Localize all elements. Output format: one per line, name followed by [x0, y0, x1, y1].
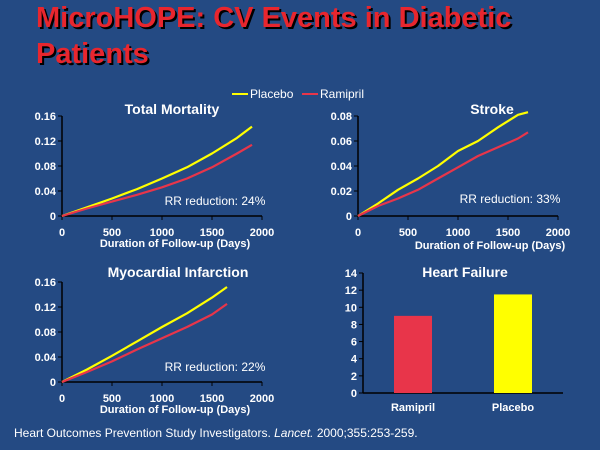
- panel-stroke-title: Stroke: [470, 101, 514, 117]
- panel-heart-failure-y-tick-label: 8: [351, 319, 357, 331]
- panel-myocardial-infarction-rr-annotation: RR reduction: 22%: [165, 360, 266, 374]
- citation: Heart Outcomes Prevention Study Investig…: [14, 425, 594, 441]
- panel-stroke-x-tick-label: 2000: [546, 227, 570, 239]
- citation-authors: Heart Outcomes Prevention Study Investig…: [14, 426, 275, 440]
- panel-total-mortality-series-ramipril: [61, 143, 253, 218]
- panel-stroke-y-tick-label: 0.06: [331, 136, 352, 148]
- panel-myocardial-infarction-x-label: Duration of Follow-up (Days): [100, 404, 251, 416]
- panel-myocardial-infarction-x-tick-label: 1000: [150, 393, 174, 405]
- panel-heart-failure-bar-placebo: [494, 294, 532, 393]
- legend-label-ramipril: Ramipril: [320, 87, 365, 101]
- panel-stroke-series-placebo: [357, 111, 529, 217]
- panel-stroke-rr-annotation: RR reduction: 33%: [460, 192, 561, 206]
- panel-total-mortality-y-tick-label: 0.16: [35, 111, 56, 123]
- panel-myocardial-infarction-x-tick-label: 1500: [200, 393, 224, 405]
- panel-total-mortality-y-tick-label: 0.04: [35, 186, 57, 198]
- panel-stroke-y-tick-label: 0.08: [331, 111, 352, 123]
- panel-myocardial-infarction-title: Myocardial Infarction: [108, 264, 249, 280]
- panel-total-mortality-y-tick-label: 0.08: [35, 161, 56, 173]
- panel-myocardial-infarction-y-tick-label: 0: [50, 377, 56, 389]
- panel-heart-failure-y-tick-label: 0: [351, 388, 357, 400]
- panel-myocardial-infarction-series-ramipril: [61, 303, 228, 384]
- panel-myocardial-infarction-x-tick-label: 500: [103, 393, 121, 405]
- panel-heart-failure-category-label: Ramipril: [391, 402, 435, 414]
- panel-myocardial-infarction-y-tick-label: 0.16: [35, 277, 56, 289]
- panel-heart-failure-y-tick-label: 4: [351, 354, 358, 366]
- panel-stroke-series-ramipril: [357, 131, 529, 217]
- panel-total-mortality-x-tick-label: 500: [103, 227, 121, 239]
- panel-myocardial-infarction-y-tick-label: 0.12: [35, 302, 56, 314]
- panel-heart-failure-y-tick-label: 12: [345, 285, 357, 297]
- panel-stroke-x-tick-label: 1000: [446, 227, 470, 239]
- panel-heart-failure-y-tick-label: 10: [345, 302, 357, 314]
- legend-swatch-placebo: [232, 93, 248, 95]
- panel-total-mortality-series-placebo: [61, 125, 253, 218]
- panel-heart-failure-y-tick-label: 2: [351, 371, 357, 383]
- citation-details: 2000;355:253-259.: [313, 426, 418, 440]
- panel-myocardial-infarction-y-tick-label: 0.08: [35, 327, 56, 339]
- panel-heart-failure-bar-ramipril: [394, 315, 432, 393]
- panel-stroke-x-tick-label: 0: [355, 227, 361, 239]
- panel-total-mortality-x-tick-label: 0: [59, 227, 65, 239]
- panel-stroke-x-tick-label: 1500: [496, 227, 520, 239]
- panel-myocardial-infarction-x-tick-label: 0: [59, 393, 65, 405]
- panel-heart-failure-title: Heart Failure: [422, 264, 508, 280]
- panel-total-mortality-x-tick-label: 1500: [200, 227, 224, 239]
- citation-journal: Lancet.: [274, 426, 314, 440]
- slide-title: MicroHOPE: CV Events in Diabetic Patient…: [36, 2, 512, 70]
- panel-stroke-y-tick-label: 0.02: [331, 186, 352, 198]
- panel-stroke-y-tick-label: 0: [346, 211, 352, 223]
- panel-total-mortality-x-tick-label: 2000: [250, 227, 274, 239]
- panel-myocardial-infarction-x-tick-label: 2000: [250, 393, 274, 405]
- panel-heart-failure-y-tick-label: 14: [345, 268, 358, 280]
- panel-total-mortality-x-tick-label: 1000: [150, 227, 174, 239]
- panel-total-mortality-y-tick-label: 0: [50, 211, 56, 223]
- panel-total-mortality-y-tick-label: 0.12: [35, 136, 56, 148]
- panel-myocardial-infarction-y-tick-label: 0.04: [35, 352, 57, 364]
- legend-swatch-ramipril: [302, 93, 318, 95]
- panel-total-mortality-x-label: Duration of Follow-up (Days): [100, 238, 251, 250]
- panel-stroke-x-tick-label: 500: [399, 227, 417, 239]
- panel-stroke-x-label: Duration of Follow-up (Days): [415, 240, 566, 252]
- panel-total-mortality-title: Total Mortality: [125, 101, 220, 117]
- panel-myocardial-infarction-series-placebo: [61, 286, 228, 383]
- legend-label-placebo: Placebo: [250, 87, 294, 101]
- panel-stroke-y-tick-label: 0.04: [331, 161, 353, 173]
- panel-heart-failure-y-tick-label: 6: [351, 337, 357, 349]
- panel-total-mortality-rr-annotation: RR reduction: 24%: [165, 194, 266, 208]
- panel-heart-failure-category-label: Placebo: [492, 402, 534, 414]
